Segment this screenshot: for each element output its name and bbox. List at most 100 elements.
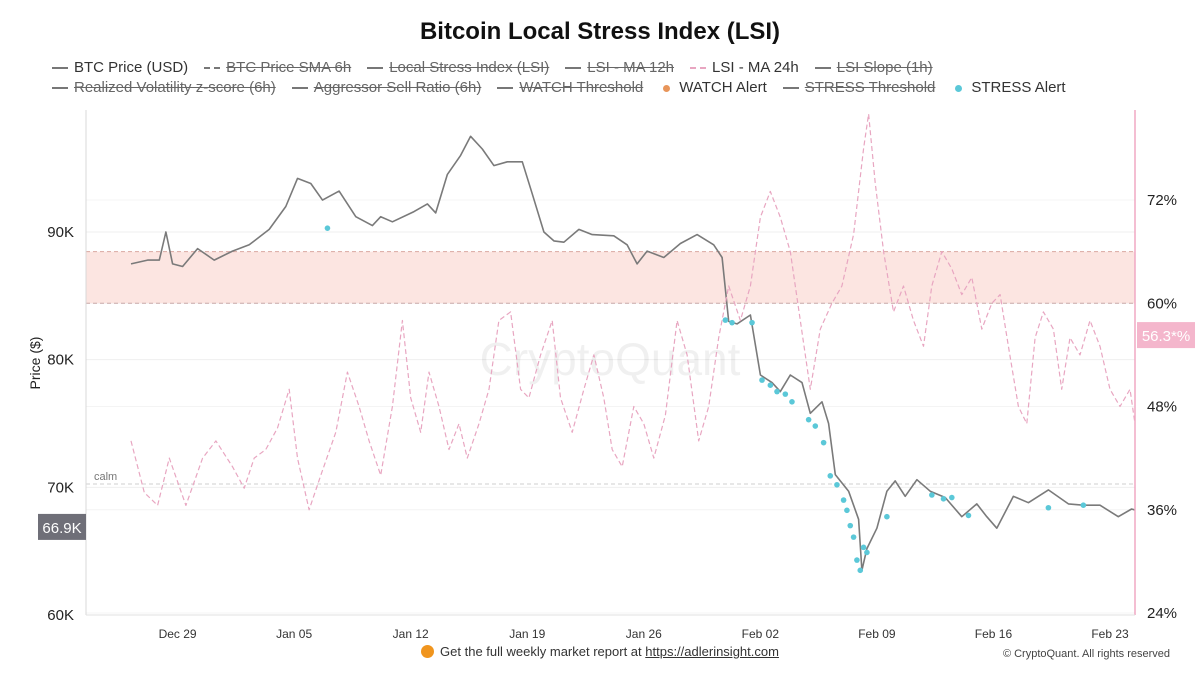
stress-alert-point — [767, 382, 774, 389]
stress-alert-point — [965, 512, 972, 519]
legend-line-icon — [565, 67, 582, 70]
y-tick-label: 80K — [47, 352, 74, 369]
y2-tick-label: 24% — [1147, 605, 1177, 622]
stress-alert-point — [1045, 504, 1052, 511]
y-tick-label: 60K — [47, 607, 74, 624]
legend-item[interactable]: Local Stress Index (LSI) — [367, 58, 549, 78]
x-tick-label: Jan 26 — [626, 627, 662, 641]
y-axis-title: Price ($) — [27, 337, 43, 390]
legend-label: BTC Price (USD) — [74, 59, 189, 76]
stress-alert-point — [864, 549, 870, 556]
footer-link[interactable]: https://adlerinsight.com — [645, 644, 779, 659]
legend-line-icon — [52, 87, 68, 90]
stress-alert-point — [884, 513, 890, 520]
legend-label: LSI - MA 12h — [587, 59, 675, 76]
stress-alert-point — [820, 439, 827, 446]
footer: Get the full weekly market report at htt… — [0, 644, 1200, 659]
x-tick-label: Jan 05 — [276, 627, 312, 641]
legend-item[interactable]: Realized Volatility z-score (6h) — [52, 78, 276, 98]
legend-item[interactable]: LSI - MA 12h — [565, 58, 674, 78]
chart-legend: BTC Price (USD) BTC Price SMA 6h Local Str… — [52, 58, 1162, 98]
lsi-ma24h-line — [130, 113, 1135, 511]
legend-label: Aggressor Sell Ratio (6h) — [313, 79, 482, 96]
legend-item[interactable]: WATCH Threshold — [497, 78, 643, 98]
legend-line-icon — [52, 67, 68, 70]
stress-alert-point — [324, 225, 331, 231]
current-lsi-label: 56.3*% — [1142, 328, 1190, 345]
legend-line-icon — [814, 67, 831, 70]
y2-tick-label: 36% — [1147, 502, 1177, 519]
stress-alert-point — [805, 416, 812, 423]
series-layer — [130, 113, 1135, 572]
x-tick-label: Dec 29 — [159, 627, 197, 641]
x-tick-label: Feb 02 — [742, 627, 780, 641]
legend-item[interactable]: STRESS Threshold — [782, 78, 935, 98]
threshold-bands: calm — [86, 251, 1135, 485]
stress-alert-point — [789, 398, 795, 405]
watermark: CryptoQuant — [480, 333, 741, 385]
stress-alert-point — [929, 492, 935, 498]
legend-item[interactable]: STRESS Alert — [951, 78, 1066, 98]
stress-alert-point — [857, 567, 864, 574]
x-tick-label: Feb 09 — [858, 627, 896, 641]
legend-dash-icon — [690, 67, 707, 70]
legend-label: WATCH Alert — [679, 79, 767, 96]
stress-alert-point — [774, 388, 780, 395]
stress-alert-point — [860, 544, 867, 551]
stress-alert-point — [729, 319, 735, 326]
btc-price-line — [130, 135, 1135, 572]
legend-label: LSI - MA 24h — [712, 59, 799, 76]
axes-layer: 90K 80K 70K 60K 72% 60% 48% 36% 24% Dec 29 Jan 05 J… — [27, 110, 1195, 641]
legend-dot-icon — [663, 84, 671, 92]
coin-icon — [421, 645, 435, 658]
chart-title: Bitcoin Local Stress Index (LSI) — [419, 18, 781, 45]
legend-line-icon — [497, 87, 514, 90]
y2-tick-label: 48% — [1147, 399, 1177, 416]
legend-item[interactable]: BTC Price SMA 6h — [204, 58, 351, 78]
copyright: © CryptoQuant. All rights reserved — [1002, 648, 1170, 660]
stress-alert-point — [940, 496, 947, 502]
x-tick-label: Feb 23 — [1091, 627, 1129, 641]
legend-item[interactable]: Aggressor Sell Ratio (6h) — [291, 78, 482, 98]
legend-line-icon — [291, 87, 308, 90]
legend-label: STRESS Alert — [971, 79, 1066, 96]
calm-label: calm — [94, 471, 117, 483]
stress-alert-point — [850, 534, 857, 540]
stress-alert-markers — [324, 225, 1087, 574]
stress-alert-point — [949, 494, 955, 501]
stress-alert-point — [854, 557, 860, 563]
stress-alert-point — [847, 522, 854, 529]
legend-item[interactable]: LSI - MA 24h — [690, 58, 799, 78]
legend-line-icon — [782, 87, 799, 90]
stress-alert-point — [844, 507, 850, 514]
legend-label: Realized Volatility z-score (6h) — [74, 79, 276, 96]
legend-item[interactable]: WATCH Alert — [659, 78, 767, 98]
y-tick-label: 90K — [47, 224, 74, 241]
legend-label: Local Stress Index (LSI) — [389, 59, 550, 76]
current-price-label: 66.9K — [42, 520, 81, 537]
y2-tick-label: 72% — [1147, 192, 1177, 209]
stress-alert-point — [1080, 502, 1087, 509]
stress-band — [86, 251, 1135, 304]
x-tick-label: Jan 19 — [509, 627, 545, 641]
stress-alert-point — [749, 319, 755, 326]
x-tick-label: Jan 12 — [393, 627, 429, 641]
stress-alert-point — [840, 497, 847, 503]
x-tick-label: Feb 16 — [975, 627, 1013, 641]
y-tick-label: 70K — [47, 479, 74, 496]
y2-tick-label: 60% — [1147, 295, 1177, 312]
legend-item[interactable]: LSI Slope (1h) — [814, 58, 933, 78]
current-lsi-badge — [1137, 322, 1195, 349]
stress-alert-point — [782, 391, 789, 397]
stress-alert-point — [722, 317, 729, 323]
stress-alert-point — [759, 377, 765, 383]
legend-label: WATCH Threshold — [519, 79, 644, 96]
legend-item[interactable]: BTC Price (USD) — [52, 58, 188, 78]
footer-text: Get the full weekly market report at — [440, 644, 642, 659]
legend-dot-icon — [955, 84, 963, 92]
legend-line-icon — [367, 67, 384, 70]
stress-alert-point — [834, 481, 840, 488]
stress-alert-point — [827, 473, 834, 479]
stress-alert-point — [812, 423, 819, 429]
